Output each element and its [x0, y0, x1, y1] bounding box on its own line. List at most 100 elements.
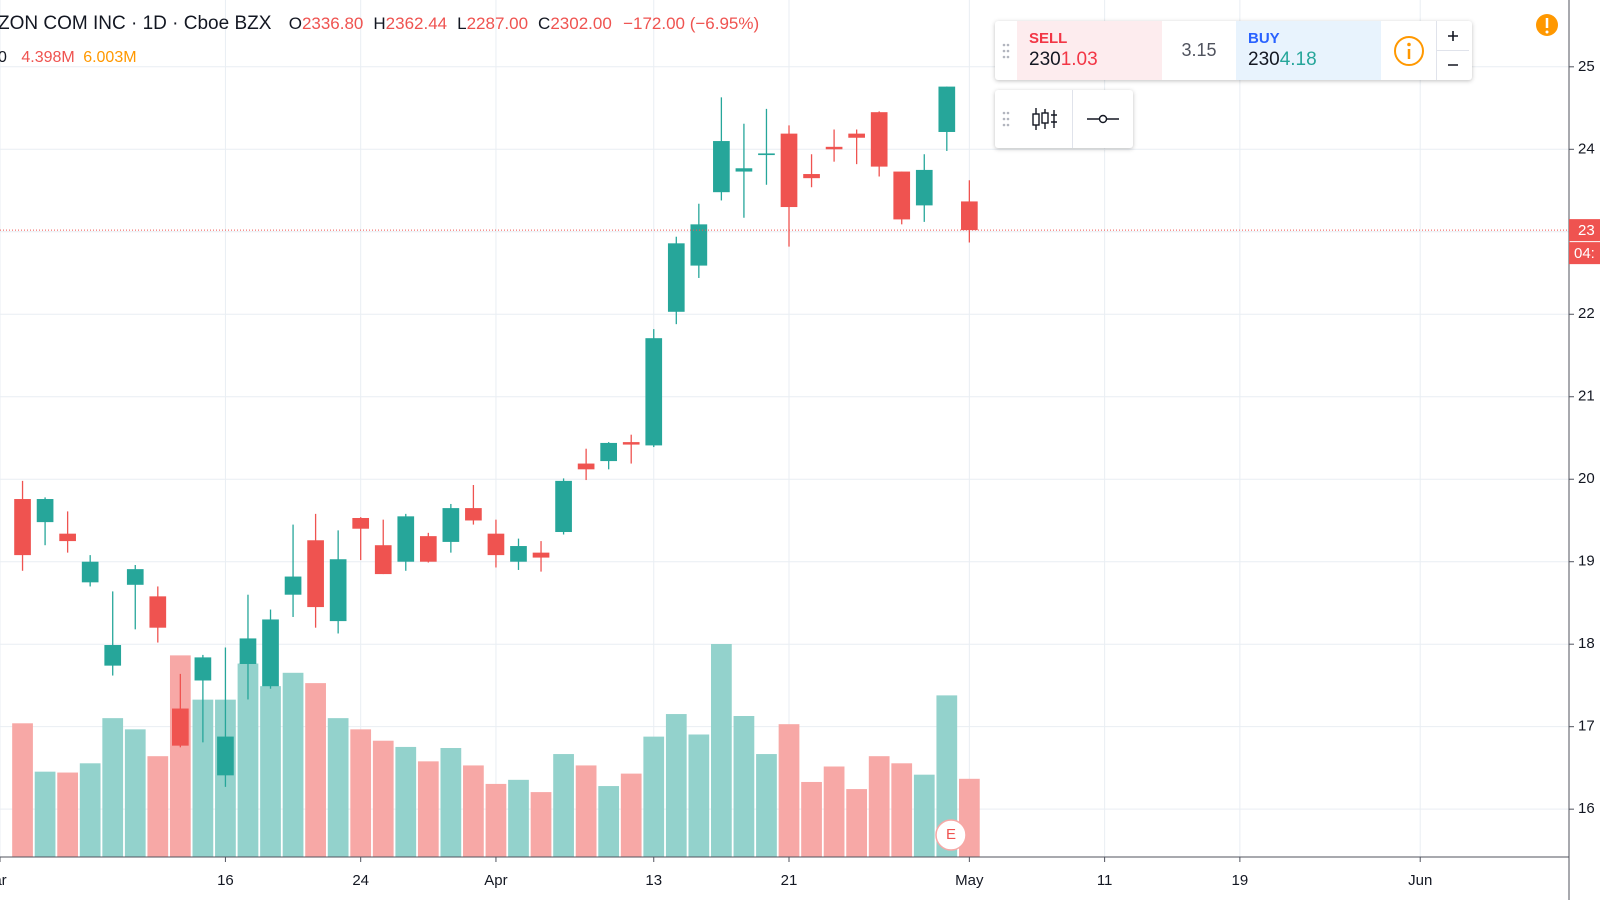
ohlc-key: H [373, 14, 386, 33]
earnings-marker-label: E [946, 826, 956, 843]
candle-body [555, 480, 572, 533]
y-tick-label: 20 [1578, 470, 1595, 487]
ohlc-value: 2362.44 [385, 14, 448, 33]
last-price-label: 23 [1578, 222, 1595, 239]
countdown-label: 04: [1574, 245, 1595, 262]
spread: 3.15 [1181, 40, 1217, 60]
ohlc-key: O [288, 14, 302, 33]
last-price-box [1569, 219, 1600, 242]
candle-body [600, 442, 618, 462]
volume-bar [598, 786, 620, 857]
volume-ma-value: 6.003M [83, 49, 137, 66]
trade-panel: SELL 2301.03 3.15 BUY 2304.18 [995, 21, 1472, 80]
volume-bar [102, 718, 124, 857]
volume-bar [756, 754, 777, 857]
minus-button[interactable] [1437, 51, 1469, 80]
sell-label: SELL [1029, 30, 1068, 47]
y-tick-label: 24 [1578, 140, 1595, 157]
line-tool-icon [1087, 114, 1119, 124]
candle-body [284, 576, 302, 595]
chart-type-panel [995, 90, 1133, 148]
volume-bar [688, 734, 710, 857]
buy-price-lead: 230 [1248, 49, 1280, 70]
info-button[interactable] [1381, 21, 1437, 80]
x-tick-label: 24 [352, 872, 369, 889]
volume-bar [575, 765, 597, 857]
candle-body [803, 174, 820, 179]
candle-body [194, 657, 212, 681]
candle-body [81, 561, 99, 583]
x-tick-label: 13 [645, 872, 662, 889]
volume-bar [327, 718, 349, 857]
y-tick-label: 25 [1578, 58, 1595, 75]
volume-bar [57, 772, 78, 857]
candle-body [645, 338, 663, 446]
volume-value: 4.398M [21, 49, 75, 66]
candle-body [262, 619, 279, 687]
plot-area [0, 86, 1569, 857]
sell-price-lead: 230 [1029, 49, 1061, 70]
volume-bar [372, 740, 394, 857]
volume-bar [733, 716, 755, 857]
x-tick-label: Jun [1408, 872, 1432, 889]
volume-bar [665, 714, 687, 857]
volume-bar [282, 672, 304, 857]
bars-style-button[interactable] [1017, 90, 1073, 148]
line-tool-button[interactable] [1073, 90, 1133, 148]
ohlc-value: 2302.00 [550, 14, 612, 33]
candle-body [149, 596, 167, 628]
candle-body [915, 169, 933, 206]
candle-body [622, 442, 640, 445]
y-tick-label: 16 [1578, 800, 1595, 817]
volume-bar [620, 773, 642, 857]
volume-bar [801, 781, 822, 857]
grip-icon [1002, 111, 1010, 127]
x-tick-label: May [955, 872, 984, 889]
candle-body [59, 533, 76, 542]
candle-body [465, 508, 482, 521]
volume-bar [350, 729, 372, 857]
candle-body [667, 243, 685, 312]
plus-button[interactable] [1437, 21, 1469, 51]
volume-bar [553, 754, 574, 857]
candle-body [870, 112, 888, 167]
candle-body [442, 508, 460, 542]
change-label: −172.00 (−6.95%) [623, 14, 760, 33]
drag-handle[interactable] [995, 90, 1017, 148]
volume-bar [711, 643, 732, 857]
volume-bar [530, 792, 552, 857]
candle-body [126, 569, 144, 585]
volume-bar [440, 748, 462, 857]
candle-body [961, 201, 978, 231]
volume-bar [305, 683, 326, 857]
sell-price-tail: 1.03 [1060, 49, 1098, 70]
grip-icon [1002, 43, 1010, 58]
volume-bar [34, 771, 56, 857]
y-tick-label: 21 [1578, 388, 1595, 405]
drag-handle[interactable] [995, 21, 1017, 80]
candle-body [510, 546, 527, 562]
axes: 25 24 23 22 21 20 19 18 17 16 ar 16 24 Apr 13 21 May 11 19… [0, 58, 1600, 889]
candle-body [307, 540, 324, 608]
buy-price-tail: 4.18 [1279, 49, 1317, 70]
volume-bar [192, 699, 214, 857]
ohlc-legend: O2336.80 H2362.44 L2287.00 C2302.00 [289, 14, 612, 33]
y-tick-label: 19 [1578, 553, 1595, 570]
earnings-marker[interactable] [935, 819, 967, 851]
x-tick-label: 19 [1232, 872, 1249, 889]
volume-bar [485, 783, 507, 857]
candle-body [487, 533, 505, 556]
candle-body [172, 708, 189, 746]
volume-bar [868, 756, 890, 857]
volume-bar [124, 729, 146, 857]
volume-legend: 0 4.398M 6.003M [0, 49, 137, 67]
volume-bar [508, 779, 529, 857]
sell-button[interactable]: SELL 2301.03 [1017, 21, 1162, 80]
candle-body [217, 736, 234, 776]
buy-label: BUY [1248, 30, 1280, 47]
volume-bar [169, 655, 191, 857]
volume-bar [237, 663, 259, 857]
buy-button[interactable]: BUY 2304.18 [1236, 21, 1381, 80]
volume-bar [395, 746, 417, 857]
